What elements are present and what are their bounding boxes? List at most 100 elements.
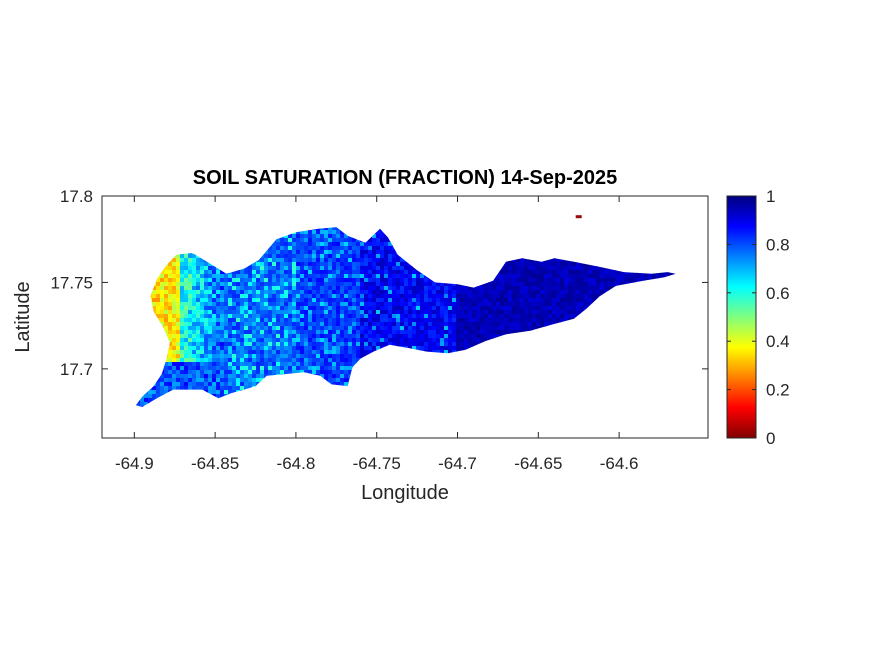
heatmap-cell	[320, 274, 325, 279]
heatmap-cell	[288, 234, 293, 239]
heatmap-cell	[336, 290, 341, 295]
heatmap-cell	[164, 298, 169, 303]
heatmap-cell	[304, 278, 309, 283]
heatmap-cell	[228, 346, 233, 351]
heatmap-cell	[468, 306, 473, 311]
heatmap-cell	[520, 302, 525, 307]
heatmap-cell	[200, 318, 205, 323]
heatmap-cell	[512, 262, 517, 267]
heatmap-cell	[208, 350, 213, 355]
heatmap-cell	[272, 254, 277, 259]
heatmap-cell	[336, 370, 341, 375]
heatmap-cell	[176, 262, 181, 267]
heatmap-cell	[372, 290, 377, 295]
heatmap-cell	[396, 290, 401, 295]
heatmap-cell	[388, 294, 393, 299]
heatmap-cell	[460, 290, 465, 295]
heatmap-cell	[172, 258, 177, 263]
heatmap-cell	[328, 306, 333, 311]
heatmap-cell	[368, 338, 373, 343]
heatmap-cell	[344, 242, 349, 247]
heatmap-cell	[316, 254, 321, 259]
heatmap-cell	[300, 346, 305, 351]
heatmap-cell	[400, 322, 405, 327]
heatmap-cell	[452, 326, 457, 331]
heatmap-cell	[420, 282, 425, 287]
heatmap-cell	[372, 278, 377, 283]
heatmap-cell	[436, 326, 441, 331]
heatmap-cell	[344, 322, 349, 327]
heatmap-cell	[360, 266, 365, 271]
heatmap-cell	[500, 326, 505, 331]
heatmap-cell	[380, 234, 385, 239]
heatmap-cell	[192, 330, 197, 335]
heatmap-cell	[448, 290, 453, 295]
heatmap-cell	[364, 258, 369, 263]
heatmap-cell	[384, 302, 389, 307]
heatmap-cell	[296, 342, 301, 347]
heatmap-cell	[300, 366, 305, 371]
heatmap-cell	[544, 298, 549, 303]
heatmap-cell	[328, 254, 333, 259]
heatmap-cell	[312, 294, 317, 299]
heatmap-cell	[156, 290, 161, 295]
heatmap-cell	[524, 270, 529, 275]
heatmap-cell	[212, 386, 217, 391]
heatmap-cell	[208, 346, 213, 351]
heatmap-cell	[380, 266, 385, 271]
heatmap-cell	[172, 358, 177, 363]
heatmap-cell	[444, 286, 449, 291]
heatmap-cell	[260, 306, 265, 311]
heatmap-cell	[340, 306, 345, 311]
heatmap-cell	[220, 342, 225, 347]
heatmap-cell	[200, 338, 205, 343]
heatmap-cell	[352, 238, 357, 243]
heatmap-cell	[336, 298, 341, 303]
heatmap-cell	[188, 298, 193, 303]
heatmap-cell	[384, 318, 389, 323]
heatmap-cell	[152, 394, 157, 399]
heatmap-cell	[380, 270, 385, 275]
heatmap-cell	[396, 286, 401, 291]
heatmap-cell	[308, 362, 313, 367]
heatmap-cell	[428, 346, 433, 351]
heatmap-cell	[312, 262, 317, 267]
heatmap-cell	[232, 270, 237, 275]
heatmap-cell	[316, 342, 321, 347]
heatmap-cell	[528, 302, 533, 307]
heatmap-cell	[524, 258, 529, 263]
heatmap-cell	[436, 306, 441, 311]
heatmap-cell	[192, 314, 197, 319]
heatmap-cell	[204, 262, 209, 267]
heatmap-cell	[324, 358, 329, 363]
heatmap-cell	[160, 310, 165, 315]
heatmap-cell	[196, 322, 201, 327]
heatmap-cell	[224, 302, 229, 307]
heatmap-cell	[360, 274, 365, 279]
heatmap-cell	[228, 338, 233, 343]
heatmap-cell	[316, 310, 321, 315]
heatmap-cell	[396, 306, 401, 311]
heatmap-cell	[268, 278, 273, 283]
heatmap-cell	[272, 342, 277, 347]
heatmap-cell	[228, 326, 233, 331]
heatmap-cell	[264, 346, 269, 351]
heatmap-cell	[172, 342, 177, 347]
heatmap-cell	[240, 282, 245, 287]
heatmap-cell	[312, 346, 317, 351]
heatmap-cell	[320, 346, 325, 351]
heatmap-cell	[240, 330, 245, 335]
heatmap-cell	[140, 402, 145, 407]
heatmap-cell	[192, 318, 197, 323]
heatmap-cell	[316, 294, 321, 299]
heatmap-cell	[420, 274, 425, 279]
heatmap-cell	[516, 258, 521, 263]
heatmap-cell	[320, 227, 325, 231]
heatmap-cell	[308, 350, 313, 355]
heatmap-cell	[160, 386, 165, 391]
heatmap-cell	[440, 306, 445, 311]
heatmap-cell	[448, 342, 453, 347]
heatmap-cell	[356, 310, 361, 315]
heatmap-cell	[208, 370, 213, 375]
heatmap-cell	[292, 238, 297, 243]
